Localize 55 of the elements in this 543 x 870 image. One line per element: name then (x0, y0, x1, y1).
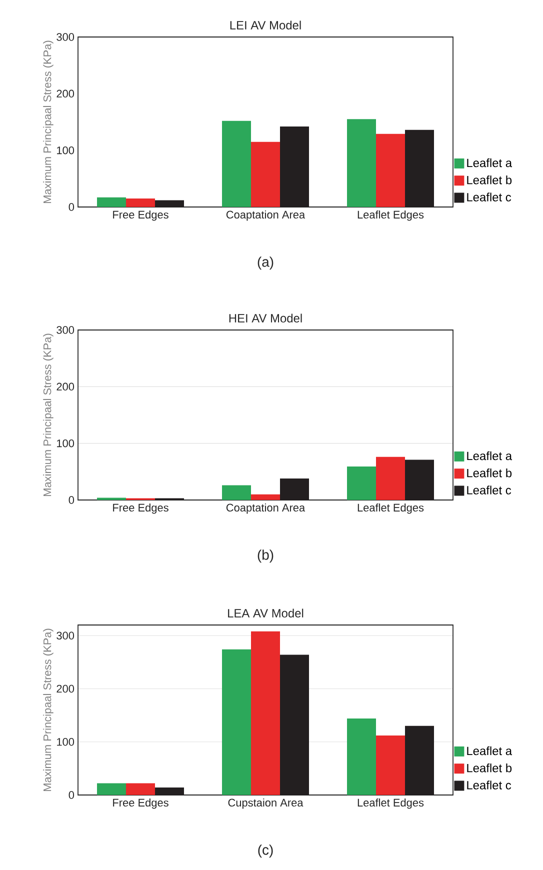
bar (347, 119, 376, 207)
bar (347, 718, 376, 795)
x-tick-label: Leaflet Edges (358, 210, 424, 221)
y-tick-label: 0 (68, 496, 74, 504)
y-tick-label: 100 (57, 439, 74, 448)
bar (376, 735, 405, 795)
y-tick-label: 200 (56, 684, 74, 693)
y-tick-label: 100 (57, 738, 74, 746)
y-tick-label: 0 (68, 203, 74, 211)
legend-label: Leaflet b (467, 764, 512, 772)
x-tick-label: Free Edges (113, 504, 168, 514)
bar (347, 466, 376, 500)
y-tick-label: 300 (56, 326, 74, 334)
bar (250, 142, 280, 207)
legend-label: Leaflet b (467, 468, 512, 478)
bar (222, 485, 251, 500)
y-axis-title: Maximum Principaal Stress (KPa) (43, 40, 54, 203)
y-tick-label: 300 (56, 33, 74, 41)
x-tick-label: Cupstaion Area (228, 798, 304, 809)
x-tick-label: Free Edges (113, 210, 168, 221)
text: (c) (258, 844, 273, 858)
y-tick-label: 200 (56, 382, 74, 391)
y-axis-title: Maximum Principaal Stress (KPa) (43, 334, 54, 496)
y-tick-label: 0 (68, 791, 74, 799)
legend-label: Leaflet b (467, 176, 512, 184)
text: (a) (258, 256, 274, 270)
x-tick-label: Free Edges (113, 798, 168, 809)
legend-label: Leaflet a (467, 451, 512, 460)
legend-label: Leaflet a (467, 158, 512, 168)
bar (222, 120, 251, 207)
y-axis-title: Maximum Principaal Stress (KPa) (43, 628, 54, 791)
x-tick-label: Leaflet Edges (358, 798, 424, 809)
bar (250, 631, 280, 795)
chart-title: HEI AV Model (229, 314, 302, 322)
bar (126, 783, 155, 795)
bar (97, 783, 126, 795)
chart-title: LEI AV Model (230, 20, 301, 30)
bar (376, 134, 405, 207)
legend-label: Leaflet c (467, 780, 512, 790)
legend-label: Leaflet c (467, 192, 512, 202)
bar (222, 649, 251, 795)
x-tick-label: Coaptation Area (226, 504, 306, 514)
chart-title: LEA AV Model (228, 608, 304, 618)
text: (b) (258, 550, 274, 563)
y-tick-label: 200 (56, 90, 74, 98)
legend-label: Leaflet c (467, 486, 512, 494)
y-tick-label: 300 (56, 632, 74, 640)
legend-label: Leaflet a (467, 746, 512, 756)
bar (250, 494, 280, 500)
x-tick-label: Coaptation Area (226, 210, 306, 221)
bar (126, 198, 155, 207)
x-tick-label: Leaflet Edges (358, 504, 424, 514)
y-tick-label: 100 (57, 146, 74, 154)
bar (376, 456, 405, 500)
bar (97, 197, 126, 207)
